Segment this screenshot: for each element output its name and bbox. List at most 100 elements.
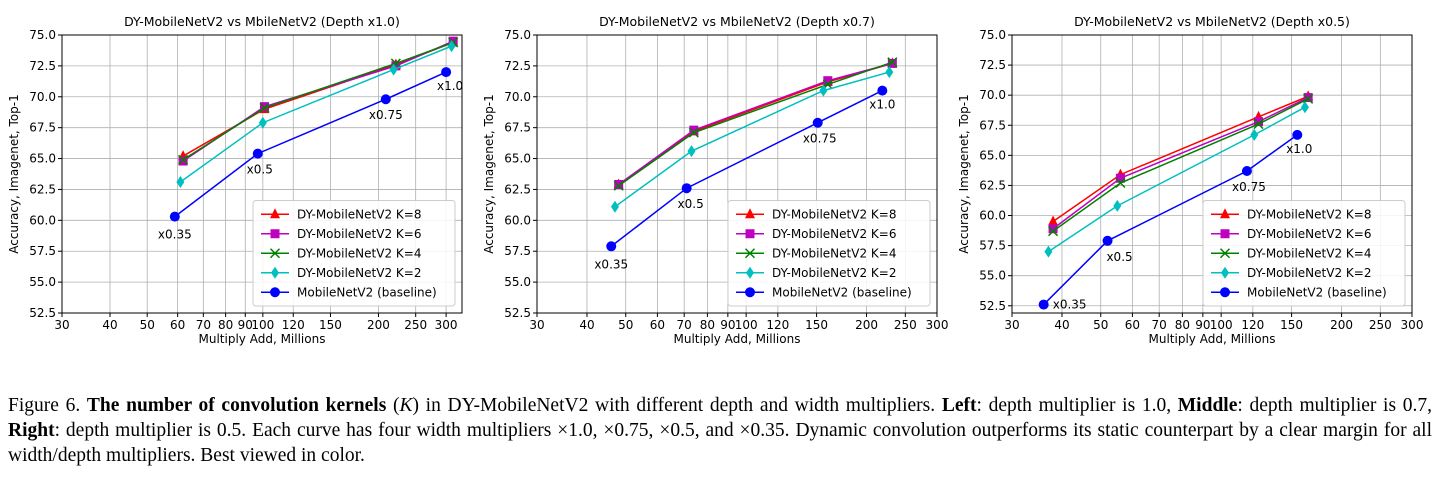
legend-label: MobileNetV2 (baseline) [297, 285, 437, 299]
chart-title: DY-MobileNetV2 vs MbileNetV2 (Depth x0.7… [599, 14, 875, 29]
marker [1253, 119, 1264, 130]
marker [745, 229, 755, 239]
marker [689, 125, 699, 135]
x-tick-label: 60 [1125, 318, 1140, 332]
x-tick-label: 70 [196, 318, 211, 332]
marker [448, 36, 458, 46]
x-tick-label: 70 [677, 318, 692, 332]
marker [1102, 235, 1113, 246]
marker [1220, 229, 1230, 239]
series-line [182, 41, 454, 161]
marker [1113, 199, 1122, 212]
x-tick-label: 100 [735, 318, 758, 332]
y-tick-label: 65.0 [979, 148, 1006, 162]
caption-text: : depth multiplier is 0.7, [1237, 395, 1432, 416]
chart-title: DY-MobileNetV2 vs MbileNetV2 (Depth x1.0… [124, 14, 400, 29]
legend-label: DY-MobileNetV2 K=8 [297, 207, 421, 221]
marker [681, 183, 692, 194]
y-tick-label: 55.0 [979, 269, 1006, 283]
x-tick-label: 200 [855, 318, 878, 332]
y-tick-label: 72.5 [979, 58, 1006, 72]
x-tick-label: 80 [218, 318, 233, 332]
y-tick-label: 65.0 [504, 152, 531, 166]
x-tick-label: 50 [140, 318, 155, 332]
marker [606, 241, 617, 252]
plot-frame [61, 34, 463, 314]
legend-label: DY-MobileNetV2 K=4 [1247, 246, 1371, 260]
y-tick-label: 70.0 [29, 90, 56, 104]
marker [887, 58, 897, 68]
y-axis-label: Accuracy, Imagenet, Top-1 [482, 94, 496, 254]
annotation: x1.0 [1286, 142, 1312, 156]
x-tick-label: 250 [1369, 318, 1392, 332]
marker [258, 116, 267, 129]
legend-label: DY-MobileNetV2 K=8 [772, 207, 896, 221]
caption-text: The number of convolution kernels [86, 395, 387, 416]
y-tick-label: 62.5 [29, 182, 56, 196]
x-tick-label: 50 [1093, 318, 1108, 332]
y-tick-label: 60.0 [504, 213, 531, 227]
annotation: x1.0 [437, 79, 463, 93]
marker [812, 117, 823, 128]
x-axis-label: Multiply Add, Millions [674, 332, 801, 346]
marker [178, 156, 188, 166]
marker [1300, 101, 1309, 114]
x-tick-label: 40 [1054, 318, 1069, 332]
x-tick-label: 300 [1401, 318, 1424, 332]
legend-label: DY-MobileNetV2 K=2 [772, 266, 896, 280]
marker [613, 180, 624, 191]
marker [447, 40, 456, 53]
x-axis-label: Multiply Add, Millions [199, 332, 326, 346]
caption-text: Figure 6. [8, 395, 87, 416]
x-tick-label: 150 [805, 318, 828, 332]
annotation: x0.5 [247, 163, 273, 177]
legend-label: DY-MobileNetV2 K=2 [1247, 266, 1371, 280]
plot-frame [536, 34, 938, 314]
series-line [179, 45, 452, 183]
marker [271, 266, 279, 279]
x-tick-label: 80 [1175, 318, 1190, 332]
marker [1038, 299, 1049, 310]
x-tick-label: 80 [700, 318, 715, 332]
y-tick-label: 75.0 [979, 28, 1006, 42]
marker [1303, 93, 1313, 103]
y-tick-label: 60.0 [979, 209, 1006, 223]
x-tick-label: 90 [720, 318, 735, 332]
x-tick-label: 120 [1241, 318, 1264, 332]
marker [887, 57, 898, 68]
marker [176, 176, 185, 189]
marker [1221, 266, 1229, 279]
caption-text: Right [8, 420, 55, 441]
series-line [610, 89, 883, 247]
marker [252, 148, 263, 159]
x-tick-label: 40 [102, 318, 117, 332]
y-tick-label: 70.0 [504, 90, 531, 104]
x-tick-label: 250 [894, 318, 917, 332]
x-tick-label: 90 [1195, 318, 1210, 332]
legend-label: DY-MobileNetV2 K=4 [772, 246, 896, 260]
y-tick-label: 75.0 [504, 28, 531, 42]
marker [178, 154, 189, 165]
x-tick-label: 30 [54, 318, 69, 332]
series-line [614, 71, 890, 208]
marker [1292, 129, 1303, 140]
x-tick-label: 200 [1330, 318, 1353, 332]
marker [1220, 287, 1230, 298]
marker [169, 211, 180, 222]
y-tick-label: 52.5 [504, 306, 531, 320]
legend-label: MobileNetV2 (baseline) [1247, 285, 1387, 299]
y-tick-label: 57.5 [979, 239, 1006, 253]
annotation: x1.0 [869, 98, 895, 112]
x-tick-label: 90 [238, 318, 253, 332]
y-tick-label: 67.5 [504, 121, 531, 135]
marker [819, 84, 828, 97]
y-tick-label: 72.5 [29, 59, 56, 73]
caption-text: Left [941, 395, 977, 416]
y-axis-label: Accuracy, Imagenet, Top-1 [7, 94, 21, 254]
legend-label: DY-MobileNetV2 K=6 [297, 227, 421, 241]
y-tick-label: 75.0 [29, 28, 56, 42]
marker [1250, 128, 1259, 141]
y-tick-label: 55.0 [29, 275, 56, 289]
legend-box [727, 200, 931, 307]
